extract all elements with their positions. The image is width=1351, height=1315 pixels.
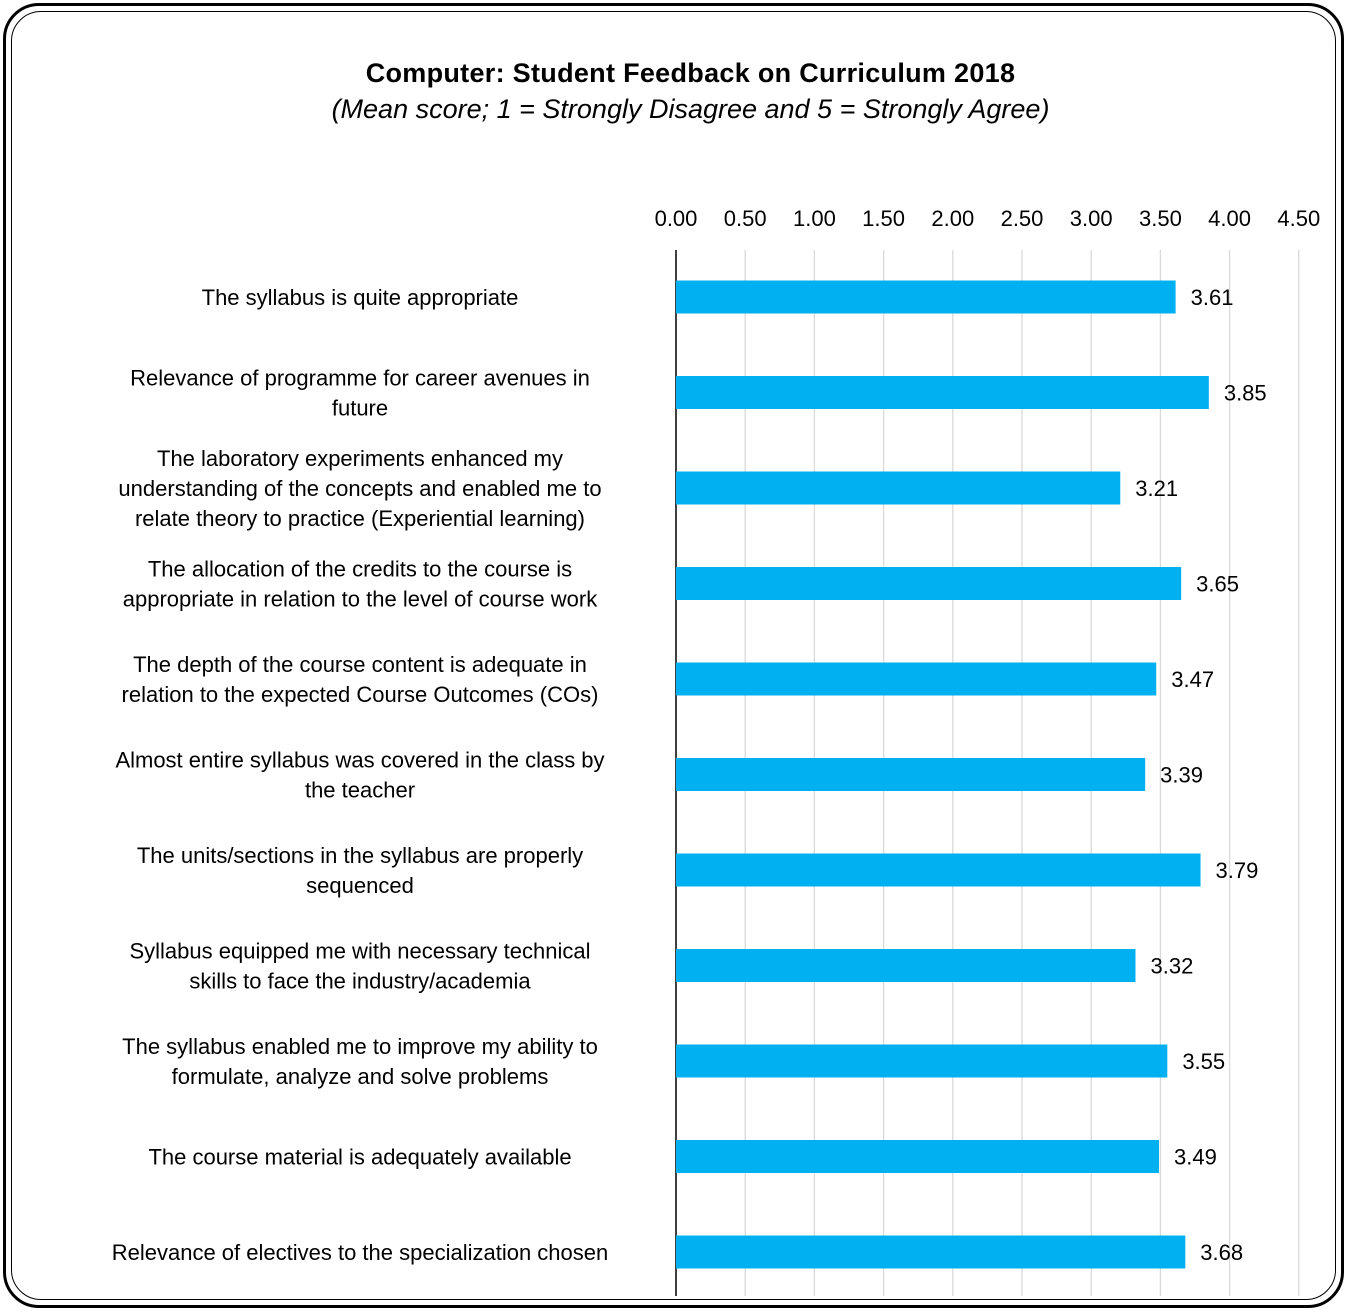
x-tick-label: 4.00 xyxy=(1208,206,1251,231)
x-tick-label: 1.00 xyxy=(793,206,836,231)
bar xyxy=(676,376,1209,409)
data-label: 3.55 xyxy=(1182,1049,1225,1074)
category-label: The syllabus enabled me to improve my ab… xyxy=(122,1034,598,1089)
data-label: 3.47 xyxy=(1171,667,1214,692)
x-tick-label: 4.50 xyxy=(1277,206,1320,231)
category-label: Syllabus equipped me with necessary tech… xyxy=(129,939,590,994)
data-label: 3.65 xyxy=(1196,572,1239,597)
data-label: 3.85 xyxy=(1224,381,1267,406)
x-tick-label: 1.50 xyxy=(862,206,905,231)
x-tick-label: 2.50 xyxy=(1001,206,1044,231)
data-label: 3.68 xyxy=(1200,1240,1243,1265)
category-label: The allocation of the credits to the cou… xyxy=(123,557,598,612)
category-label: The course material is adequately availa… xyxy=(148,1145,571,1170)
x-tick-label: 0.50 xyxy=(724,206,767,231)
bar xyxy=(676,949,1135,982)
bar xyxy=(676,472,1120,505)
bar xyxy=(676,567,1181,600)
data-label: 3.79 xyxy=(1216,858,1259,883)
category-label: The depth of the course content is adequ… xyxy=(122,652,599,707)
x-tick-label: 2.00 xyxy=(931,206,974,231)
data-label: 3.32 xyxy=(1150,954,1193,979)
category-label: The laboratory experiments enhanced my un… xyxy=(118,446,601,531)
category-label: The units/sections in the syllabus are p… xyxy=(137,843,583,898)
bar xyxy=(676,1236,1185,1269)
x-tick-label: 3.00 xyxy=(1070,206,1113,231)
category-label: The syllabus is quite appropriate xyxy=(202,285,519,310)
category-label: Relevance of electives to the specializa… xyxy=(112,1240,609,1265)
bar xyxy=(676,281,1176,314)
bar xyxy=(676,1045,1167,1078)
bar xyxy=(676,663,1156,696)
data-label: 3.21 xyxy=(1135,476,1178,501)
bar xyxy=(676,854,1201,887)
bar xyxy=(676,758,1145,791)
bar xyxy=(676,1140,1159,1173)
data-label: 3.39 xyxy=(1160,763,1203,788)
category-label: Almost entire syllabus was covered in th… xyxy=(115,748,604,803)
data-label: 3.49 xyxy=(1174,1145,1217,1170)
x-tick-label: 3.50 xyxy=(1139,206,1182,231)
category-label: Relevance of programme for career avenue… xyxy=(130,366,590,421)
data-label: 3.61 xyxy=(1191,285,1234,310)
x-tick-label: 0.00 xyxy=(655,206,698,231)
